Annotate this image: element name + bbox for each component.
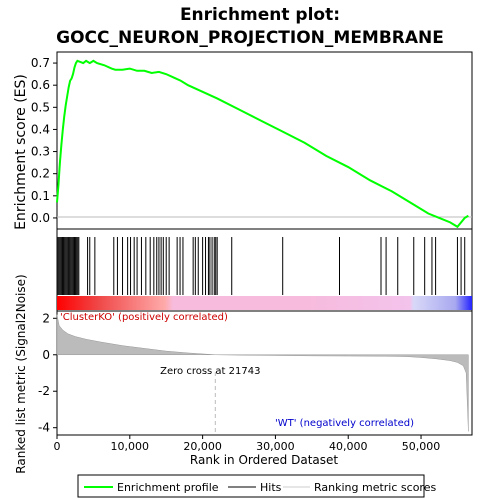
rank-ytick-label: -2 <box>38 384 50 398</box>
es-ytick-label: 0.6 <box>31 78 50 92</box>
rank-ytick-label: 2 <box>42 311 50 325</box>
x-tick-label: 40,000 <box>329 440 368 453</box>
rank-ylabel: Ranked list metric (Signal2Noise) <box>14 274 28 473</box>
negative-label: 'WT' (negatively correlated) <box>275 418 414 429</box>
hit-marks <box>57 237 466 295</box>
x-tick-label: 30,000 <box>256 440 295 453</box>
rank-axis: -4 -2 0 2 <box>38 311 57 435</box>
x-axis-label: Rank in Ordered Dataset <box>190 453 338 467</box>
es-ytick-label: 0.4 <box>31 122 50 136</box>
rank-ytick-label: 0 <box>42 348 50 362</box>
es-ytick-label: 0.1 <box>31 189 50 203</box>
x-tick-label: 20,000 <box>183 440 222 453</box>
zero-cross-label: Zero cross at 21743 <box>160 366 260 377</box>
es-ytick-label: 0.5 <box>31 100 50 114</box>
x-tick-label: 50,000 <box>402 440 441 453</box>
legend-hits-label: Hits <box>260 481 282 494</box>
x-tick-label: 0 <box>54 440 61 453</box>
chart-title-line-2: GOCC_NEURON_PROJECTION_MEMBRANE <box>56 28 444 48</box>
x-tick-label: 10,000 <box>111 440 150 453</box>
es-ytick-label: 0.2 <box>31 167 50 181</box>
rank-ytick-label: -4 <box>38 421 50 435</box>
chart-title-line-1: Enrichment plot: <box>180 5 340 25</box>
rank-color-bar <box>57 296 472 310</box>
es-axis: 0.0 0.1 0.2 0.3 0.4 0.5 0.6 0.7 <box>31 56 57 225</box>
positive-label: 'ClusterKO' (positively correlated) <box>60 312 228 323</box>
es-panel-frame <box>56 51 473 230</box>
ranking-metric-area <box>56 314 469 432</box>
x-axis: 0 10,000 20,000 30,000 40,000 50,000 <box>54 435 441 453</box>
es-ytick-label: 0.3 <box>31 145 50 159</box>
legend-box <box>77 474 425 498</box>
es-ytick-label: 0.0 <box>31 211 50 225</box>
legend-metric-label: Ranking metric scores <box>314 481 436 494</box>
es-ytick-label: 0.7 <box>31 56 50 70</box>
es-ylabel: Enrichment score (ES) <box>13 74 29 230</box>
enrichment-profile-line <box>56 59 469 229</box>
rank-panel-frame <box>56 310 473 436</box>
legend-enrichment-label: Enrichment profile <box>117 481 219 494</box>
